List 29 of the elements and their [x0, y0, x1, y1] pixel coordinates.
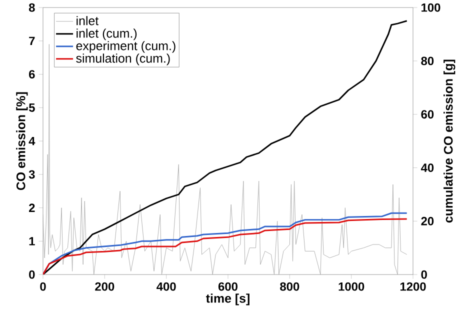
x-tick-label: 1200	[400, 282, 426, 291]
y2-tick-label: 40	[420, 164, 434, 172]
y-tick-label: 5	[28, 104, 35, 112]
y2-axis-title: cumulative CO emission [g]	[444, 60, 456, 223]
y2-tick-label: 20	[421, 217, 434, 226]
y-tick-label: 2	[29, 204, 35, 212]
x-axis-title: time [s]	[206, 294, 250, 306]
y2-tick-label: 80	[421, 56, 434, 66]
x-tick-label: 600	[218, 282, 238, 291]
y2-tick-label: 60	[421, 110, 434, 119]
legend-label: simulation (cum.)	[76, 54, 170, 66]
x-tick-label: 0	[40, 282, 46, 291]
x-tick-label: 1000	[338, 282, 364, 291]
x-tick-label: 400	[156, 282, 176, 291]
y-tick-label: 1	[29, 237, 35, 246]
y-axis-title: CO emission [%]	[16, 92, 28, 190]
legend-label: experiment (cum.)	[76, 41, 176, 53]
y-tick-label: 4	[28, 137, 36, 146]
x-tick-label: 200	[95, 282, 114, 291]
y-tick-label: 7	[29, 37, 35, 46]
y-tick-label: 3	[28, 170, 35, 179]
x-tick-label: 800	[280, 282, 300, 291]
y2-tick-label: 100	[422, 4, 440, 12]
legend-label: inlet (cum.)	[76, 28, 137, 40]
y-tick-label: 0	[29, 270, 35, 279]
legend-label: inlet	[76, 16, 99, 26]
y-tick-label: 8	[28, 4, 35, 12]
y2-tick-label: 0	[421, 270, 427, 279]
y-tick-label: 6	[29, 70, 35, 79]
